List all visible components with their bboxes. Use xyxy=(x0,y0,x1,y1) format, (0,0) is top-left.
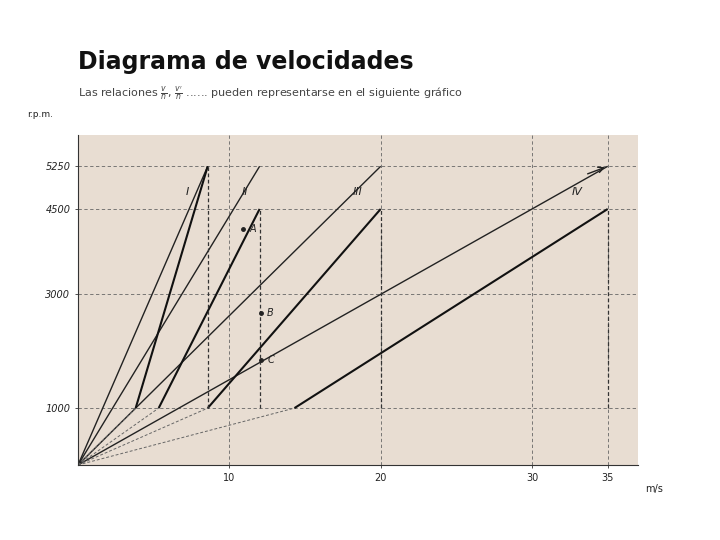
Text: r.p.m.: r.p.m. xyxy=(27,110,53,119)
Text: III: III xyxy=(353,187,363,197)
Text: Diagrama de velocidades: Diagrama de velocidades xyxy=(78,50,413,74)
Text: C: C xyxy=(267,355,274,365)
Text: I: I xyxy=(185,187,189,197)
Text: m/s: m/s xyxy=(646,484,663,495)
Text: IV: IV xyxy=(572,187,583,197)
Text: II: II xyxy=(241,187,248,197)
Text: A: A xyxy=(249,224,256,234)
Text: Las relaciones $\frac{v}{n}$, $\frac{v'}{n}$ ...... pueden representarse en el s: Las relaciones $\frac{v}{n}$, $\frac{v'}… xyxy=(78,84,463,102)
Text: B: B xyxy=(267,307,274,318)
